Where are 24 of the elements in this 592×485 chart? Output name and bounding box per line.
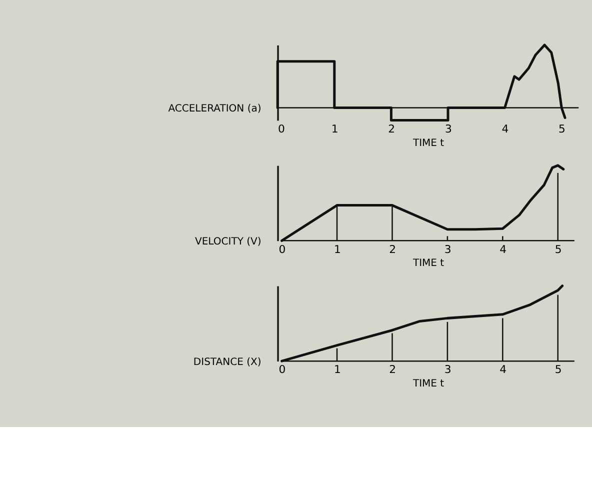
x-tick-label: 1	[331, 122, 338, 136]
x-tick-label: 5	[554, 242, 562, 256]
x-tick-label: 5	[554, 363, 562, 376]
x-tick-label: 0	[278, 242, 286, 256]
x-axis-title: TIME t	[412, 378, 444, 390]
y-axis-title: DISTANCE (X)	[193, 356, 262, 368]
x-tick-label: 2	[389, 242, 396, 256]
x-axis-title: TIME t	[412, 258, 444, 270]
x-tick-label: 3	[444, 242, 452, 256]
x-tick-label: 4	[502, 122, 509, 136]
x-tick-label: 4	[500, 242, 507, 256]
x-tick-label: 1	[334, 242, 341, 256]
x-tick-label: 0	[278, 122, 286, 136]
x-tick-label: 0	[278, 363, 286, 376]
y-axis-title: ACCELERATION (a)	[168, 103, 262, 114]
x-tick-label: 5	[558, 122, 566, 136]
y-axis-title: VELOCITY (V)	[194, 236, 262, 248]
x-axis-title: TIME t	[412, 138, 444, 149]
x-tick-label: 3	[444, 122, 452, 136]
x-tick-label: 4	[500, 363, 507, 376]
x-tick-label: 3	[444, 363, 452, 376]
x-tick-label: 2	[389, 363, 396, 376]
x-tick-label: 1	[334, 363, 341, 376]
x-tick-label: 2	[388, 122, 396, 136]
